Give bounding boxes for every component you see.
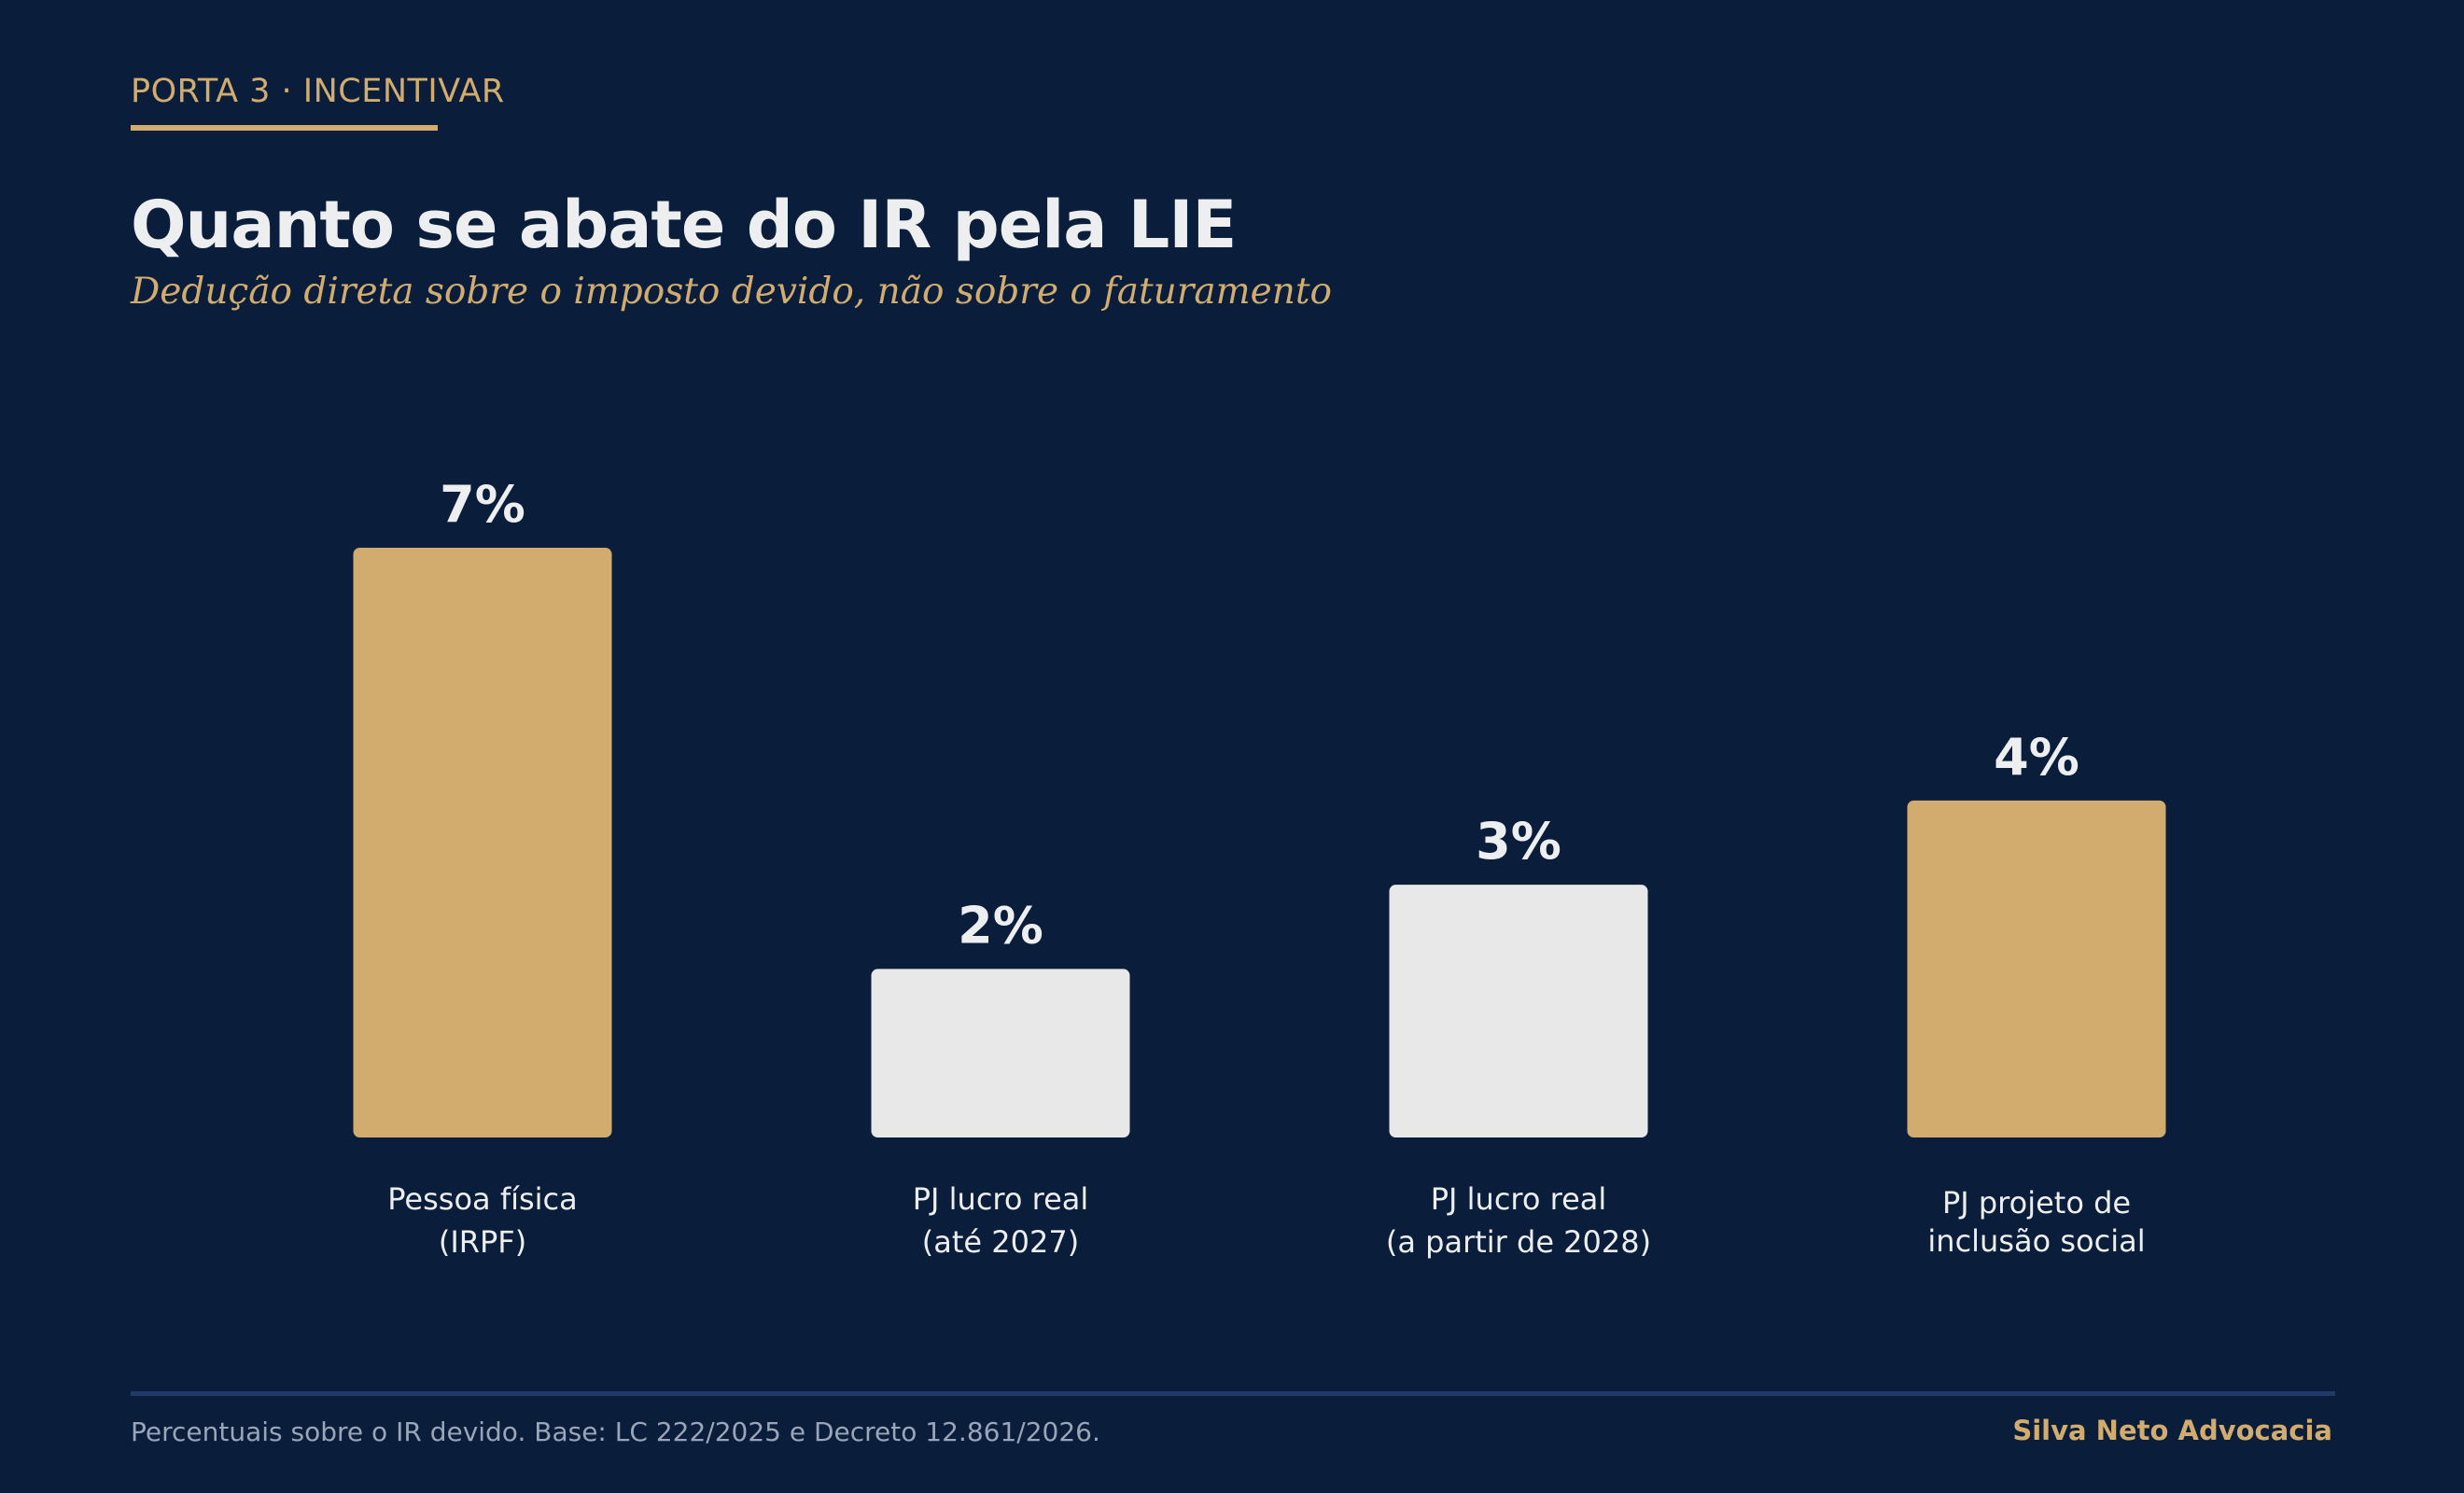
footer-divider [131,1391,2335,1396]
bar-value-label-4: 4% [1994,728,2079,787]
bar-1 [353,548,612,1137]
category-label-3-line-1: PJ lucro real [1431,1181,1607,1217]
footer-brand: Silva Neto Advocacia [2012,1415,2332,1446]
bar-value-label-2: 2% [958,896,1043,955]
category-label-2-line-2: (até 2027) [922,1224,1079,1260]
category-label-4-line-1: PJ projeto de [1942,1185,2131,1221]
bar-3 [1389,885,1648,1137]
bar-value-label-1: 7% [440,475,525,534]
category-label-3-line-2: (a partir de 2028) [1386,1224,1651,1260]
category-label-2-line-1: PJ lucro real [913,1181,1089,1217]
bar-4 [1907,800,2166,1137]
section-eyebrow: PORTA 3 · INCENTIVAR [131,73,505,110]
page-title: Quanto se abate do IR pela LIE [131,187,1237,263]
bar-chart: 7% Pessoa física (IRPF) 2% PJ lucro real (até… [353,475,2166,1260]
bar-2 [871,969,1130,1137]
bar-value-label-3: 3% [1476,812,1561,871]
footer-source-note: Percentuais sobre o IR devido. Base: LC … [131,1416,1100,1447]
page-subtitle: Dedução direta sobre o imposto devido, n… [131,271,1332,313]
category-label-4-line-2: inclusão social [1927,1223,2145,1259]
category-label-1-line-2: (IRPF) [439,1224,526,1260]
eyebrow-underline [131,125,438,131]
category-label-1-line-1: Pessoa física [387,1181,577,1217]
